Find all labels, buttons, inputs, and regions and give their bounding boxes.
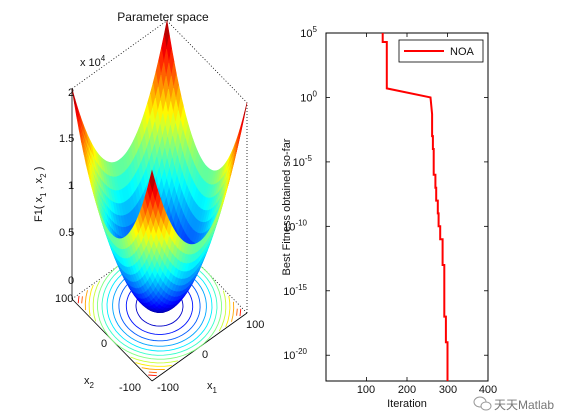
legend-label-noa: NOA: [450, 46, 475, 58]
y-tick-label: 105: [300, 25, 317, 40]
grid-edge: [166, 20, 248, 103]
y-tick-label: 10-20: [283, 347, 307, 362]
z-ticks: 2 1.5 1 0.5 0: [59, 87, 74, 287]
x2-tick-label: 0: [101, 338, 107, 350]
surface-facet: [149, 169, 156, 192]
x-axis-label: Iteration: [387, 398, 427, 410]
plot-frame: [325, 32, 489, 382]
series-line-noa: [381, 33, 449, 381]
x2-axis-label: x2: [84, 375, 95, 390]
y-tick-label: 10-10: [283, 218, 307, 233]
legend: NOA: [398, 39, 484, 63]
surface-plot: Parameter space x 104 2 1.5 1 0.5 0 F1( …: [33, 10, 264, 395]
x1-tick-label: -100: [157, 382, 179, 394]
x2-tick-label: -100: [119, 382, 141, 394]
z-multiplier: x 104: [80, 54, 106, 69]
x-tick-label: 200: [398, 384, 416, 396]
z-tick-label: 2: [68, 87, 74, 99]
grid-edge: [71, 20, 168, 90]
z-tick-label: 1: [68, 180, 74, 192]
z-tick-label: 0: [68, 275, 74, 287]
x1-tick-label: 100: [246, 319, 264, 331]
y-tick-label: 10-5: [293, 154, 313, 169]
z-tick-label: 0.5: [59, 227, 74, 239]
watermark-text: 天天Matlab: [494, 398, 554, 412]
x-tick-label: 300: [439, 384, 457, 396]
surface-mesh: [71, 20, 248, 314]
y-tick-labels: 105 100 10-5 10-10 10-15 10-20: [283, 25, 317, 362]
y-tick-label: 100: [300, 89, 317, 104]
x-tick-label: 400: [479, 384, 497, 396]
wechat-logo-icon: [473, 396, 492, 411]
z-tick-label: 1.5: [59, 133, 74, 145]
surface-title: Parameter space: [117, 10, 209, 24]
watermark: 天天Matlab: [473, 396, 554, 412]
y-tick-label: 10-15: [283, 283, 307, 298]
x1-axis-label: x1: [207, 380, 218, 395]
convergence-plot: 105 100 10-5 10-10 10-15 10-20 100 200 300 40…: [281, 25, 497, 410]
x-tick-label: 100: [357, 384, 375, 396]
x2-tick-label: 100: [55, 293, 73, 305]
z-axis-label: F1( x1 , x2 ): [33, 167, 48, 222]
x1-tick-label: 0: [202, 349, 208, 361]
y-axis-label: Best Fitness obtained so-far: [281, 138, 293, 275]
